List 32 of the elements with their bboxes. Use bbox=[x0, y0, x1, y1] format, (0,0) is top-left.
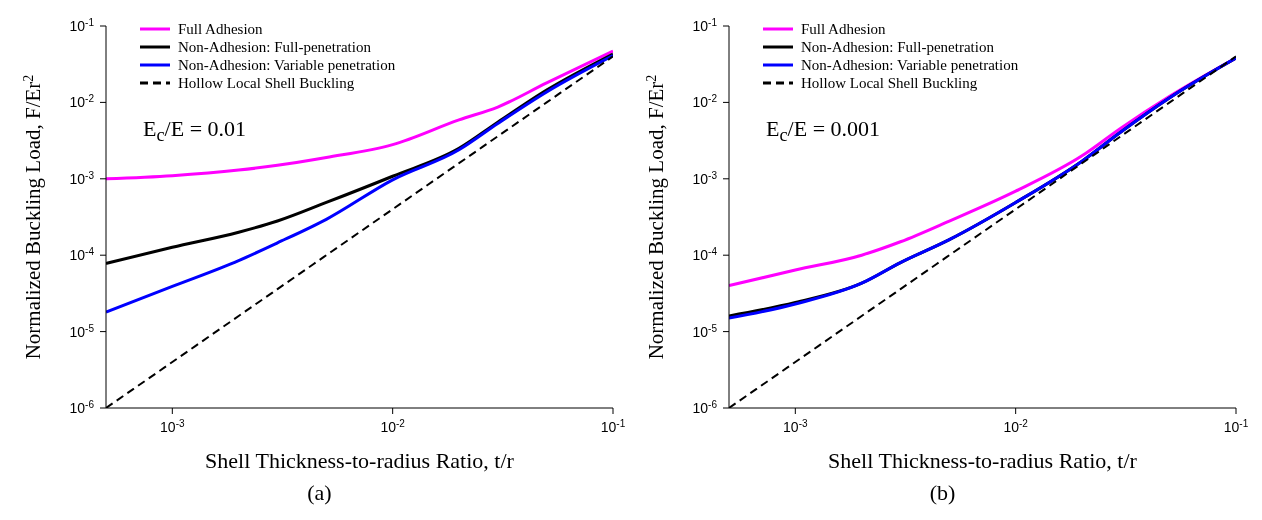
y-tick-label: 10$^{-3}$ bbox=[69, 169, 95, 187]
legend-label: Non-Adhesion: Variable penetration bbox=[801, 56, 1019, 74]
x-tick-label: 10$^{-2}$ bbox=[380, 417, 406, 435]
x-tick-label: 10$^{-1}$ bbox=[1223, 417, 1249, 435]
annotation: E$_{c}$/E = 0.001 bbox=[766, 116, 881, 147]
y-tick-label: 10$^{-4}$ bbox=[692, 245, 718, 264]
legend-label: Non-Adhesion: Full-penetration bbox=[178, 38, 371, 56]
legend-label: Non-Adhesion: Full-penetration bbox=[801, 38, 994, 56]
legend-label: Non-Adhesion: Variable penetration bbox=[178, 56, 396, 74]
legend-label: Hollow Local Shell Buckling bbox=[801, 74, 978, 92]
legend-label: Full Adhesion bbox=[801, 20, 886, 38]
legend-label: Hollow Local Shell Buckling bbox=[178, 74, 355, 92]
y-tick-label: 10$^{-6}$ bbox=[69, 398, 95, 416]
x-tick-label: 10$^{-3}$ bbox=[160, 417, 185, 435]
text: (a) bbox=[306, 480, 333, 506]
y-tick-label: 10$^{-4}$ bbox=[69, 245, 95, 264]
y-tick-label: 10$^{-3}$ bbox=[692, 169, 718, 187]
text: (b) bbox=[928, 480, 957, 506]
x-tick-label: 10$^{-2}$ bbox=[1003, 417, 1029, 435]
y-tick-label: 10$^{-2}$ bbox=[692, 92, 718, 111]
y-tick-label: 10$^{-2}$ bbox=[69, 92, 95, 111]
x-axis-title: Shell Thickness-to-radius Ratio, t/r bbox=[828, 448, 1138, 473]
y-tick-label: 10$^{-5}$ bbox=[69, 322, 95, 340]
x-tick-label: 10$^{-3}$ bbox=[783, 417, 808, 435]
y-tick-label: 10$^{-6}$ bbox=[692, 398, 718, 416]
y-tick-label: 10$^{-1}$ bbox=[692, 16, 718, 34]
annotation: E$_{c}$/E = 0.01 bbox=[143, 116, 247, 147]
x-tick-label: 10$^{-1}$ bbox=[600, 417, 626, 435]
y-tick-label: 10$^{-5}$ bbox=[692, 322, 718, 340]
y-tick-label: 10$^{-1}$ bbox=[69, 16, 95, 34]
legend-label: Full Adhesion bbox=[178, 20, 263, 38]
x-axis-title: Shell Thickness-to-radius Ratio, t/r bbox=[205, 448, 515, 473]
